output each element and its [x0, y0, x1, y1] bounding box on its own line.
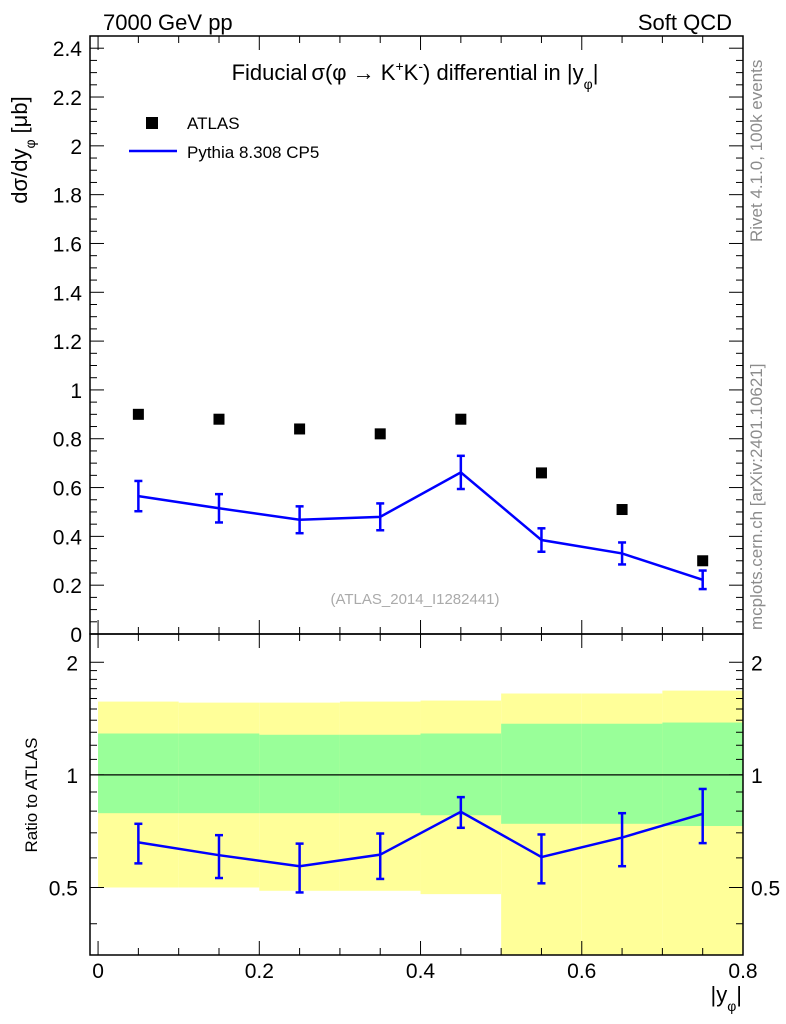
main-atlas-marker [374, 428, 386, 440]
main-ytick-label: 0 [70, 624, 82, 647]
main-panel: 0 0.2 0.4 0.6 0.8 1 1.2 1.4 1.6 1.8 2 2.2 2.4 [53, 35, 744, 647]
xlabel-bar: | [736, 982, 742, 1007]
main-atlas-marker [132, 408, 144, 420]
title-bar: | [593, 60, 599, 85]
main-ytick-label: 1.2 [53, 331, 82, 354]
ratio-band-green-bin [339, 734, 421, 814]
ratio-ytick-label-left: 1 [66, 765, 78, 788]
main-atlas-marker [294, 423, 306, 435]
legend-atlas-label: ATLAS [187, 114, 240, 133]
main-title: Fiducial σ(φ → K+K-) differential in |yφ| [232, 58, 599, 92]
ratio-ytick-label-left: 2 [66, 652, 78, 675]
ratio-band-green-bin [98, 733, 179, 814]
main-atlas-marker [535, 467, 547, 479]
title-k2: K [404, 60, 419, 85]
main-ytick-label: 2.2 [53, 87, 82, 110]
main-ytick-label: 0.6 [53, 478, 82, 501]
main-atlas-marker [213, 413, 225, 425]
header-energy: 7000 GeV pp [103, 10, 233, 35]
xlabel-main: |y [710, 982, 727, 1007]
main-ytick-label: 0.4 [53, 526, 83, 549]
ratio-ytick-label-right: 1 [751, 765, 763, 788]
mcplots-label: mcplots.cern.ch [arXiv:2401.10621] [747, 364, 766, 630]
main-ylabel: dσ/dyφ [μb] [7, 96, 38, 203]
ratio-xtick-label: 0.6 [567, 960, 596, 983]
main-atlas-marker [616, 504, 628, 516]
main-ytick-label: 1.8 [53, 185, 82, 208]
ratio-ytick-label-left: 0.5 [49, 877, 78, 900]
main-ytick-label: 2.4 [53, 38, 83, 61]
title-prefix: Fiducial [232, 60, 308, 85]
title-suffix: ) differential in |y [423, 60, 584, 85]
main-ytick-label: 1.4 [53, 282, 83, 305]
ratio-band-green-bin [259, 734, 340, 814]
ratio-frame [89, 633, 744, 956]
main-atlas-marker [697, 555, 709, 567]
analysis-watermark: (ATLAS_2014_I1282441) [330, 591, 499, 608]
main-ytick-label: 1.6 [53, 233, 82, 256]
ratio-pythia-line [138, 810, 704, 868]
ratio-ylabel: Ratio to ATLAS [22, 738, 41, 853]
ylabel-unit: [μb] [7, 96, 32, 133]
legend-pythia-label: Pythia 8.308 CP5 [187, 143, 319, 162]
ratio-xtick-label: 0.8 [728, 960, 757, 983]
title-sup1: + [395, 58, 403, 74]
main-ytick-label: 0.2 [53, 575, 82, 598]
xlabel-sub: φ [727, 998, 736, 1014]
ylabel-sub: φ [22, 139, 38, 148]
ratio-xtick-label: 0 [92, 960, 104, 983]
main-pythia-line [138, 470, 704, 582]
main-ytick-label: 0.8 [53, 429, 82, 452]
main-ytick-label: 2 [70, 136, 82, 159]
ylabel-main: dσ/dy [7, 149, 32, 204]
ratio-xtick-label: 0.2 [245, 960, 274, 983]
ratio-band-green-bin [501, 723, 582, 824]
title-sup2: - [418, 58, 423, 74]
ratio-band-green-bin [581, 723, 663, 824]
ratio-ytick-label-right: 0.5 [751, 877, 780, 900]
rivet-label: Rivet 4.1.0, 100k events [747, 60, 766, 242]
ratio-band-green-bin [178, 733, 260, 814]
main-atlas-marker [455, 413, 467, 425]
header-process: Soft QCD [638, 10, 732, 35]
ratio-panel: 0 0.2 0.4 0.6 0.8 0.5 0.5 1 1 2 2 [49, 633, 780, 983]
title-sub: φ [584, 76, 593, 92]
main-ytick-label: 1 [70, 380, 82, 403]
ratio-xlabel: |yφ| [710, 982, 742, 1014]
ratio-ytick-label-right: 2 [751, 652, 763, 675]
legend-atlas-marker [146, 117, 158, 129]
ratio-xtick-label: 0.4 [406, 960, 436, 983]
title-sigma: σ(φ → K [311, 60, 395, 85]
